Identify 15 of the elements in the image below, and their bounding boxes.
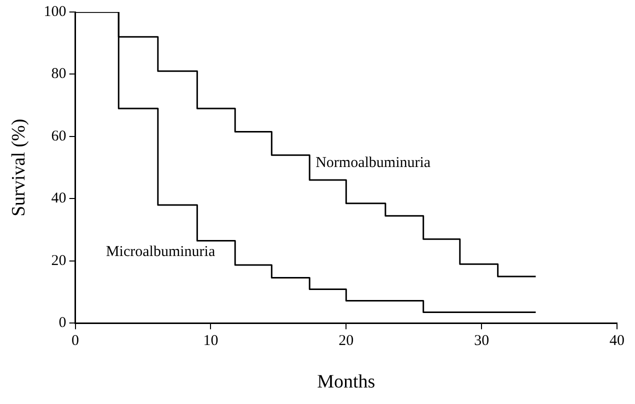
y-tick-label: 80 — [51, 66, 66, 82]
y-tick-label: 20 — [51, 252, 66, 269]
y-tick-label: 0 — [58, 315, 66, 332]
x-tick-label: 10 — [203, 333, 218, 350]
x-tick-label: 0 — [72, 333, 80, 350]
x-tick-label: 20 — [338, 333, 354, 350]
y-tick-label: 100 — [44, 4, 66, 20]
y-tick-label: 40 — [51, 190, 66, 207]
x-axis-title: Months — [317, 372, 376, 393]
series-label: Microalbuminuria — [106, 244, 216, 260]
series-label: Normoalbuminuria — [316, 154, 431, 171]
x-tick-label: 30 — [474, 333, 490, 350]
y-axis-title: Survival (%) — [8, 118, 30, 216]
y-tick-label: 60 — [51, 128, 66, 144]
x-tick-label: 40 — [610, 333, 624, 350]
